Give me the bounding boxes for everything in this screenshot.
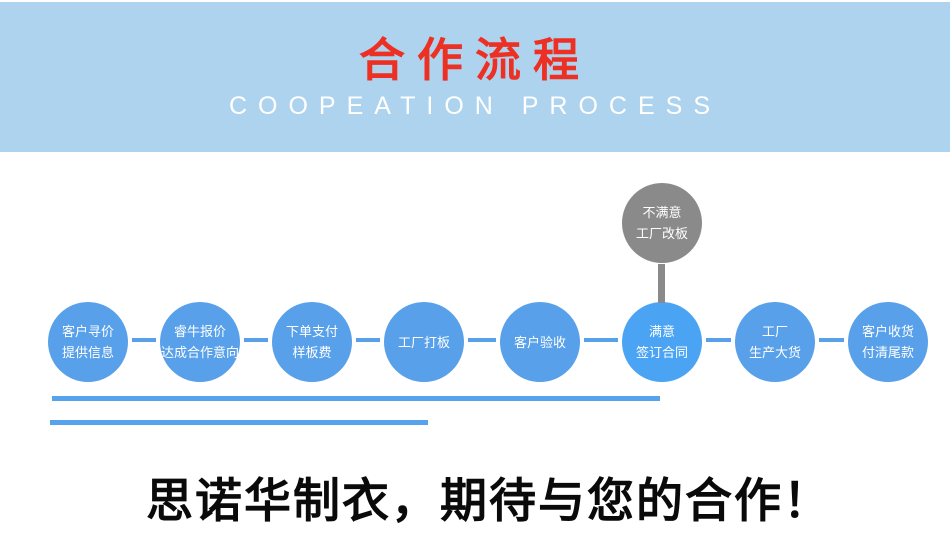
header-banner: 合作流程 COOPEATION PROCESS — [0, 2, 950, 152]
flow-connector — [819, 338, 844, 342]
flow-connector — [584, 338, 618, 342]
flow-step-label: 样板费 — [292, 345, 332, 360]
alt-branch-connector — [658, 264, 665, 303]
flow-step-label: 下单支付 — [285, 324, 338, 339]
flow-step-label: 客户寻价 — [61, 324, 114, 339]
flow-step-label: 付清尾款 — [861, 345, 914, 360]
page-subtitle: COOPEATION PROCESS — [228, 92, 722, 120]
flow-step-label: 满意 — [648, 324, 675, 339]
flow-step-circle-6: 满意 签订合同 — [622, 302, 702, 382]
page-title: 合作流程 — [359, 34, 591, 86]
flow-step-circle-3: 下单支付 样板费 — [272, 302, 352, 382]
alt-branch-label: 不满意 — [642, 205, 682, 220]
flow-step-label: 工厂 — [761, 324, 788, 339]
flow-connector — [706, 338, 731, 342]
flow-step-circle-1: 客户寻价 提供信息 — [48, 302, 128, 382]
flow-connector — [356, 338, 380, 342]
flow-step-label: 睿牛报价 — [173, 324, 226, 339]
flow-step-label: 客户验收 — [513, 334, 566, 350]
flow-step-circle-5: 客户验收 — [500, 302, 580, 382]
flow-step-label: 客户收货 — [861, 324, 914, 339]
flow-step-circle-2: 睿牛报价 达成合作意向 — [160, 302, 240, 382]
flow-step-circle-7: 工厂 生产大货 — [735, 302, 815, 382]
flow-step-label: 生产大货 — [748, 345, 801, 360]
alt-branch-label: 工厂改板 — [635, 226, 688, 241]
footer-slogan: 思诺华制衣，期待与您的合作！ — [146, 476, 832, 528]
flow-step-circle-8: 客户收货 付清尾款 — [848, 302, 928, 382]
alt-branch-circle: 不满意 工厂改板 — [622, 183, 702, 263]
flow-step-label: 签订合同 — [635, 345, 688, 360]
flow-step-label: 达成合作意向 — [160, 345, 239, 360]
flow-connector — [132, 338, 156, 342]
flow-step-label: 提供信息 — [61, 345, 114, 360]
decor-line-1 — [52, 396, 660, 401]
flow-step-label: 工厂打板 — [397, 334, 450, 350]
flow-connector — [468, 338, 496, 342]
flow-connector — [244, 338, 268, 342]
decor-line-2 — [50, 420, 428, 425]
flow-step-circle-4: 工厂打板 — [384, 302, 464, 382]
